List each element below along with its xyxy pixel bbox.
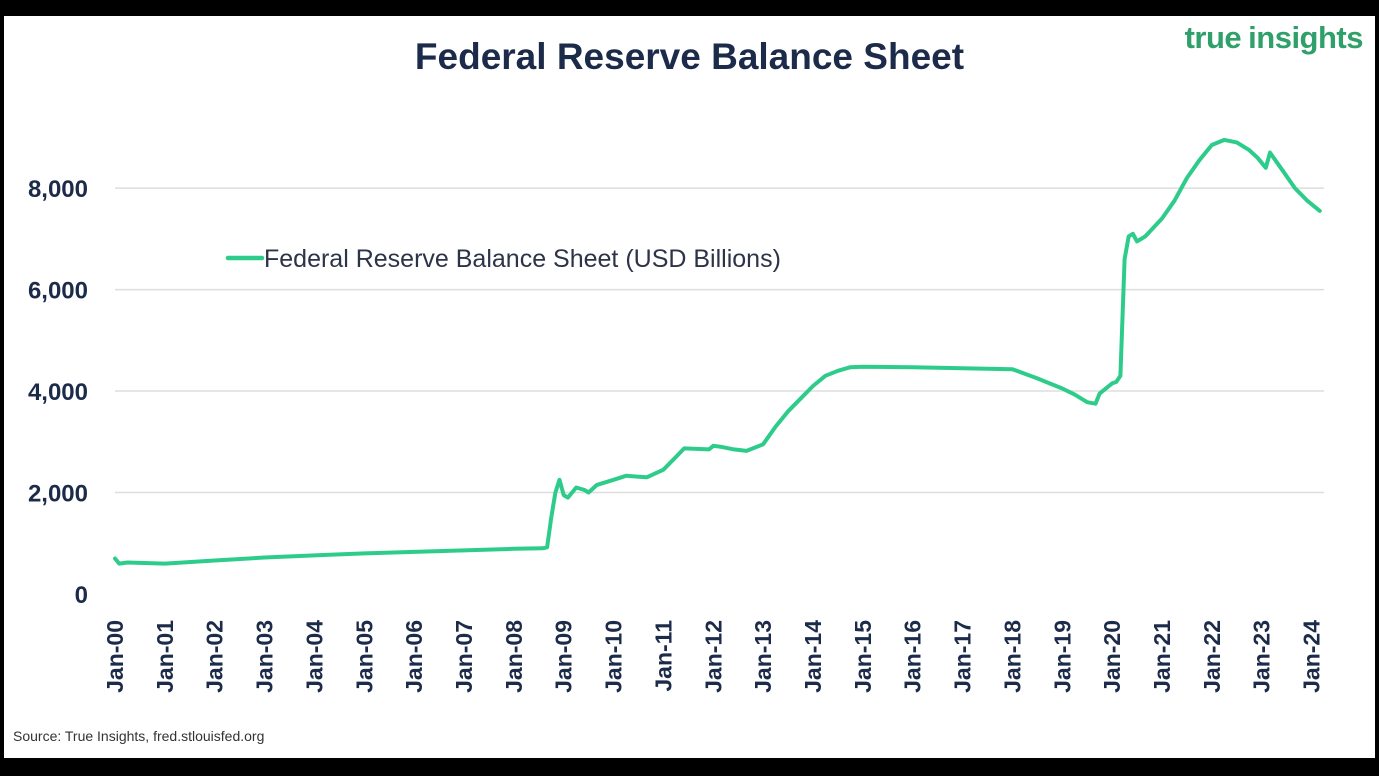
x-tick-label: Jan-06 (401, 620, 427, 693)
x-tick-label: Jan-11 (650, 620, 676, 692)
x-tick-label: Jan-02 (202, 620, 228, 693)
x-tick-label: Jan-14 (800, 620, 826, 693)
brand-word-insights: insights (1248, 20, 1363, 55)
chart-card: Federal Reserve Balance Sheet true insigh… (4, 16, 1375, 758)
y-tick-label: 8,000 (28, 176, 88, 203)
x-tick-label: Jan-22 (1199, 620, 1225, 693)
brand-word-true: true (1184, 20, 1242, 55)
legend-label: Federal Reserve Balance Sheet (USD Billi… (264, 245, 781, 273)
legend: Federal Reserve Balance Sheet (USD Billi… (225, 245, 781, 273)
x-tick-label: Jan-20 (1099, 620, 1125, 693)
x-tick-label: Jan-00 (102, 620, 128, 693)
y-axis-tick-labels: 0 2,000 4,000 6,000 8,000 (28, 176, 88, 609)
chart-title: Federal Reserve Balance Sheet (414, 36, 965, 77)
x-axis-tick-labels: Jan-00 Jan-01 Jan-02 Jan-03 Jan-04 Jan-05 Jan-… (102, 620, 1325, 693)
x-tick-label: Jan-08 (501, 620, 527, 693)
x-tick-label: Jan-13 (750, 620, 776, 693)
brand-logo: true insights (1184, 20, 1364, 56)
line-chart: 0 2,000 4,000 6,000 8,000 Jan-00 Jan-01 Jan-02… (28, 137, 1325, 693)
x-tick-label: Jan-18 (999, 620, 1025, 693)
y-tick-label: 4,000 (28, 379, 88, 406)
x-tick-label: Jan-21 (1149, 620, 1175, 693)
x-tick-label: Jan-15 (850, 620, 876, 693)
x-tick-label: Jan-16 (900, 620, 926, 693)
x-tick-label: Jan-23 (1249, 620, 1275, 693)
source-note: Source: True Insights, fred.stlouisfed.o… (13, 728, 265, 744)
x-tick-label: Jan-03 (252, 620, 278, 693)
x-tick-label: Jan-19 (1049, 620, 1075, 693)
series-layer (113, 137, 1322, 566)
x-tick-label: Jan-01 (152, 620, 178, 693)
y-tick-label: 6,000 (28, 278, 88, 305)
x-tick-label: Jan-12 (700, 620, 726, 693)
x-tick-label: Jan-07 (451, 620, 477, 693)
x-tick-label: Jan-10 (601, 620, 627, 693)
y-tick-label: 0 (75, 582, 88, 609)
x-tick-label: Jan-24 (1299, 620, 1325, 693)
y-tick-label: 2,000 (28, 481, 88, 508)
x-tick-label: Jan-09 (551, 620, 577, 693)
x-tick-label: Jan-17 (950, 620, 976, 693)
x-tick-label: Jan-04 (301, 620, 327, 693)
series-line (113, 137, 1322, 566)
x-tick-label: Jan-05 (351, 620, 377, 693)
